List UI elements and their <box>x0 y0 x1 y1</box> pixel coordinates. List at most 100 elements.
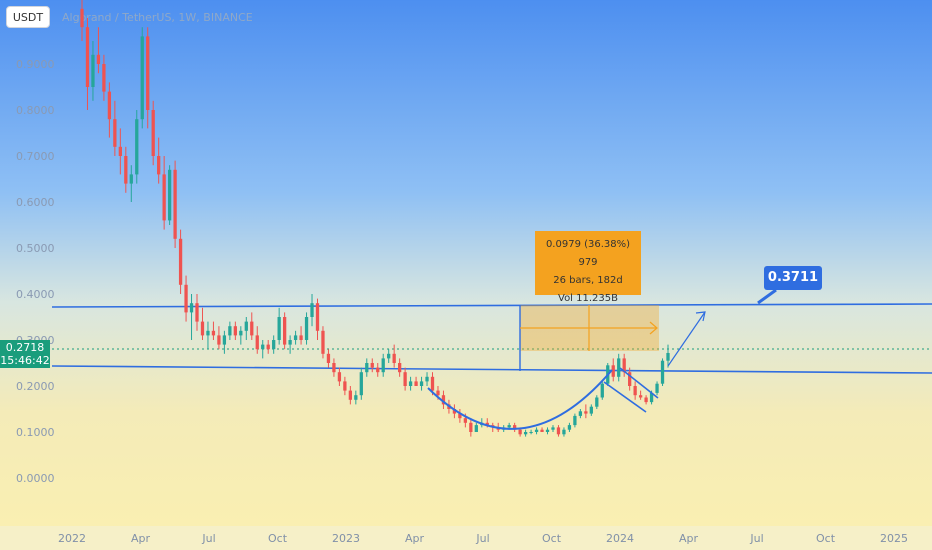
candle-body <box>403 372 407 386</box>
candle-body <box>628 372 632 386</box>
bar-countdown: 15:46:42 <box>0 354 50 367</box>
candle-body <box>408 381 413 386</box>
support-line[interactable] <box>51 365 932 374</box>
candle-body <box>436 390 440 396</box>
symbol-title: Algorand / TetherUS, 1W, BINANCE <box>62 11 253 24</box>
candle-body <box>485 422 489 426</box>
y-tick-label: 0.6000 <box>16 196 55 209</box>
x-tick-label: 2023 <box>332 532 360 545</box>
candle-body <box>299 335 303 340</box>
candle-body <box>178 238 183 285</box>
candle-body <box>173 169 177 239</box>
breakout-arrow-head <box>695 311 706 322</box>
current-price-tag: 0.2718 15:46:42 <box>0 340 50 368</box>
candle-body <box>529 432 533 433</box>
candle-body <box>261 344 265 350</box>
candle-body <box>321 330 325 354</box>
candle-body <box>365 363 369 373</box>
x-tick-label: Jul <box>475 532 489 545</box>
target-connector <box>757 288 777 305</box>
candle-body <box>266 344 270 350</box>
candle-body <box>660 360 665 384</box>
candle-body <box>387 353 391 359</box>
candle-body <box>91 54 95 87</box>
x-tick-label: Oct <box>268 532 288 545</box>
candle-body <box>189 303 194 313</box>
candle-body <box>655 383 659 393</box>
candle-body <box>337 372 342 382</box>
x-tick-label: Apr <box>131 532 151 545</box>
candle-body <box>562 429 566 435</box>
candle-body <box>644 397 648 403</box>
time-axis-strip <box>0 526 932 550</box>
y-tick-label: 0.4000 <box>16 288 55 301</box>
candle-body <box>222 335 227 345</box>
candle-body <box>513 425 517 430</box>
candle-body <box>556 427 561 435</box>
resistance-line[interactable] <box>51 303 932 308</box>
cup-curve[interactable] <box>427 369 613 430</box>
candle-body <box>370 363 374 368</box>
candle-body <box>359 372 363 396</box>
candle-body <box>354 395 358 400</box>
candle-body <box>277 317 281 340</box>
candle-body <box>293 335 298 340</box>
candle-body <box>578 411 583 416</box>
candle-body <box>343 381 347 391</box>
candle-body <box>595 397 599 407</box>
candle-body <box>151 110 155 156</box>
measure-arrow-head <box>649 321 658 335</box>
candle-body <box>118 146 122 156</box>
candle-body <box>184 284 188 313</box>
candle-body <box>425 376 429 382</box>
y-tick-label: 0.9000 <box>16 58 55 71</box>
candle-body <box>96 54 101 64</box>
candle-body <box>638 395 643 398</box>
candle-body <box>458 413 462 419</box>
candle-body <box>666 352 670 361</box>
candle-body <box>85 27 90 87</box>
candle-body <box>107 91 112 120</box>
y-tick-label: 0.8000 <box>16 104 55 117</box>
candle-body <box>523 432 528 435</box>
candle-body <box>534 429 539 432</box>
breakout-arrow[interactable] <box>667 311 706 367</box>
x-tick-label: Jul <box>749 532 763 545</box>
candle-body <box>326 353 331 363</box>
candle-body <box>113 119 117 147</box>
measure-info-box[interactable]: 0.0979 (36.38%) 979 26 bars, 182d Vol 11… <box>535 231 641 304</box>
target-price-label[interactable]: 0.3711 <box>764 266 822 290</box>
candle-body <box>315 303 320 331</box>
candle-body <box>474 425 478 432</box>
flag-lower-line[interactable] <box>603 381 647 413</box>
candle-body <box>200 321 205 336</box>
candle-body <box>255 335 259 350</box>
candle-body <box>157 156 161 175</box>
candle-body <box>272 340 276 350</box>
x-tick-label: Apr <box>679 532 699 545</box>
candle-body <box>376 367 380 373</box>
candle-body <box>392 353 396 363</box>
candle-body <box>507 425 511 428</box>
candle-body <box>551 427 555 430</box>
candle-body <box>611 365 615 377</box>
candle-body <box>398 363 402 373</box>
candle-body <box>244 321 248 331</box>
candle-body <box>310 303 314 317</box>
y-tick-label: 0.0000 <box>16 472 55 485</box>
candles-layer <box>80 0 670 437</box>
candle-body <box>167 169 172 221</box>
current-price-value: 0.2718 <box>5 341 45 354</box>
candle-body <box>649 392 654 403</box>
x-tick-label: Oct <box>816 532 836 545</box>
candle-body <box>124 156 128 184</box>
currency-button[interactable]: USDT <box>6 6 50 28</box>
flag-upper-line[interactable] <box>619 367 659 399</box>
candle-body <box>573 415 577 426</box>
candle-body <box>633 386 637 396</box>
measure-bars: 26 bars, 182d <box>553 275 623 286</box>
candle-body <box>584 411 588 414</box>
candle-body <box>332 363 336 373</box>
candle-body <box>140 36 144 120</box>
candle-body <box>589 406 593 414</box>
